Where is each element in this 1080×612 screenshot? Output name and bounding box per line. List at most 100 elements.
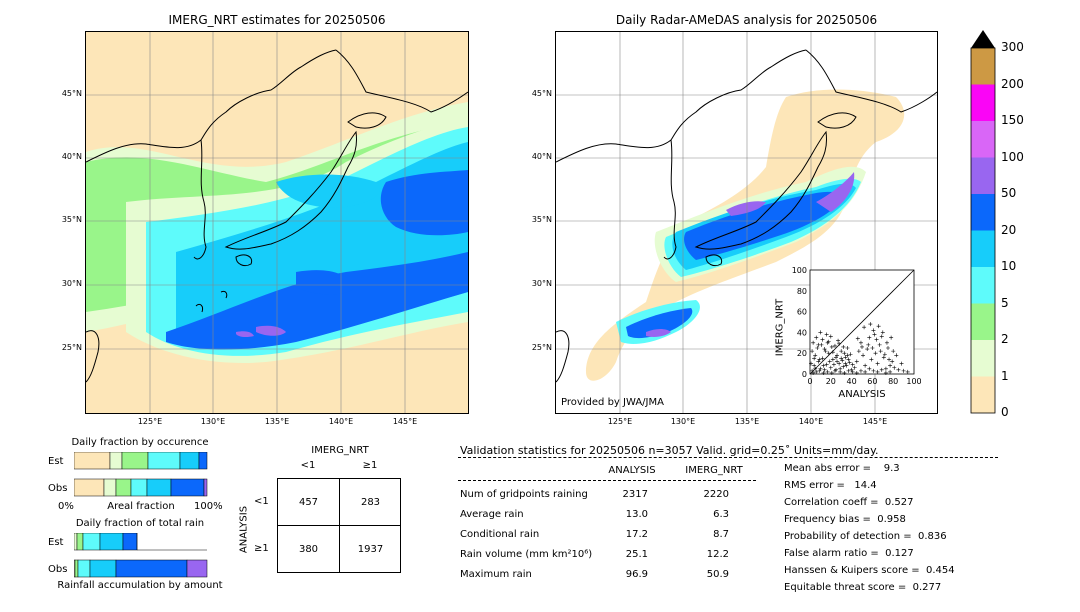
right-map-title: Daily Radar-AMeDAS analysis for 20250506 (615, 13, 878, 27)
scatter-point (812, 356, 817, 361)
right-lat-45: 45°N (531, 89, 552, 98)
left-map (85, 31, 469, 414)
scatter-point (828, 334, 833, 339)
scatter-point (880, 330, 885, 335)
colorbar-extend-arrow (971, 30, 995, 48)
cell-01: 283 (360, 497, 381, 508)
scatter-point (873, 351, 878, 356)
stats-row-analysis: 17.2 (625, 529, 648, 540)
colorbar-segment (971, 230, 995, 267)
scatter-point (811, 340, 816, 345)
scatter-point (871, 328, 876, 333)
scatter-ytick: 0 (802, 370, 807, 379)
scatter-point (839, 349, 844, 354)
colorbar-segment (971, 267, 995, 304)
scatter-point (852, 365, 857, 370)
occurrence-bars (74, 452, 209, 498)
stats-divider-top (458, 457, 998, 458)
colorbar-label: 5 (1001, 295, 1009, 310)
left-lon-135: 135°E (264, 417, 290, 426)
colorbar-segment (971, 84, 995, 121)
left-lat-25: 25°N (61, 343, 82, 352)
scatter-xtick: 60 (867, 377, 877, 386)
stats-divider-header (458, 480, 756, 481)
scatter-point (840, 358, 845, 363)
scatter-point (879, 367, 884, 372)
scatter-point (875, 361, 880, 366)
scatter-point (831, 362, 836, 367)
scatter-point (899, 361, 904, 366)
scatter-point (834, 355, 838, 360)
scatter-point (816, 342, 821, 347)
colorbar-segment (971, 121, 995, 158)
scatter-point (828, 365, 833, 370)
scatter-point (829, 344, 834, 349)
stats-col-imerg: IMERG_NRT (685, 465, 743, 476)
scatter-point (883, 370, 888, 375)
left-map-title: IMERG_NRT estimates for 20250506 (168, 13, 386, 27)
right-lon-145: 145°E (862, 417, 888, 426)
scatter-point (848, 352, 853, 357)
scatter-point (863, 363, 868, 368)
scatter-point (817, 368, 822, 373)
scatter-point (878, 349, 883, 354)
scatter-point (884, 340, 889, 345)
scatter-point (846, 357, 851, 362)
stats-row-analysis: 2317 (622, 489, 648, 500)
stats-row-imerg: 2220 (703, 489, 729, 500)
scatter-point (823, 349, 828, 354)
stats-row-analysis: 96.9 (625, 569, 648, 580)
occurrence-row-obs: Obs (48, 483, 68, 494)
scatter-point (810, 368, 815, 373)
scatter-point (811, 370, 816, 375)
left-lat-45: 45°N (61, 89, 82, 98)
scatter-point (814, 369, 819, 374)
scatter-point (818, 330, 823, 335)
scatter-point (820, 337, 825, 342)
stats-col-analysis: ANALYSIS (608, 465, 656, 476)
contingency-row-header: ANALYSIS (238, 505, 250, 554)
scatter-point (865, 347, 870, 352)
occurrence-xtick-0: 0% (58, 501, 74, 512)
left-lat-40: 40°N (61, 152, 82, 161)
contingency-table: 457 283 380 1937 (277, 478, 401, 573)
scatter-ytick: 100 (792, 266, 807, 275)
scatter-point (843, 361, 848, 366)
scatter-point (850, 362, 855, 367)
score-line: Correlation coeff = 0.527 (784, 497, 914, 508)
occurrence-row-est: Est (48, 456, 64, 467)
colorbar-label: 100 (1001, 149, 1024, 164)
score-line: Equitable threat score = 0.277 (784, 582, 942, 593)
scatter-diagonal (809, 269, 915, 375)
scatter-point (905, 369, 910, 374)
scatter-point (867, 335, 872, 340)
stats-row-label: Conditional rain (460, 529, 540, 540)
contingency-col-ge1: ≥1 (362, 460, 378, 471)
total-rain-bars (74, 533, 209, 579)
scatter-point (845, 346, 850, 350)
scatter-point (839, 356, 844, 361)
credit-label: Provided by JWA/JMA (561, 397, 664, 408)
stats-row-label: Num of gridpoints raining (460, 489, 588, 500)
scatter-point (849, 367, 854, 372)
scatter-ylabel-wrap: IMERG_NRT (770, 299, 790, 360)
scatter-point (850, 369, 855, 374)
scatter-point (842, 351, 847, 356)
colorbar-segment (971, 340, 995, 377)
right-lat-40: 40°N (531, 152, 552, 161)
scatter-point (894, 353, 899, 358)
scatter-point (818, 366, 823, 371)
left-lon-145: 145°E (392, 417, 418, 426)
scatter-point (812, 363, 817, 368)
scatter-point (892, 365, 897, 370)
scatter-point (826, 351, 831, 356)
left-lon-125: 125°E (137, 417, 163, 426)
score-line: Hanssen & Kuipers score = 0.454 (784, 565, 955, 576)
scatter-point (890, 359, 895, 364)
stats-row-imerg: 8.7 (713, 529, 729, 540)
scatter-xtick: 80 (888, 377, 898, 386)
scatter-point (835, 353, 840, 358)
stats-row-imerg: 50.9 (706, 569, 729, 580)
cell-11: 1937 (357, 544, 384, 555)
scatter-ytick: 20 (797, 349, 807, 358)
